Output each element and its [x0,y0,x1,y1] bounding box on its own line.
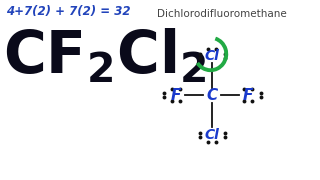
Text: Dichlorodifluoromethane: Dichlorodifluoromethane [157,9,287,19]
Text: 4+7(2) + 7(2) = 32: 4+7(2) + 7(2) = 32 [6,5,131,18]
Text: Cl: Cl [205,49,220,63]
Text: Cl: Cl [205,128,220,142]
Text: $\mathbf{CF_2Cl_2}$: $\mathbf{CF_2Cl_2}$ [3,27,207,86]
Text: F: F [243,88,253,103]
Text: C: C [206,88,218,103]
Text: F: F [171,88,181,103]
